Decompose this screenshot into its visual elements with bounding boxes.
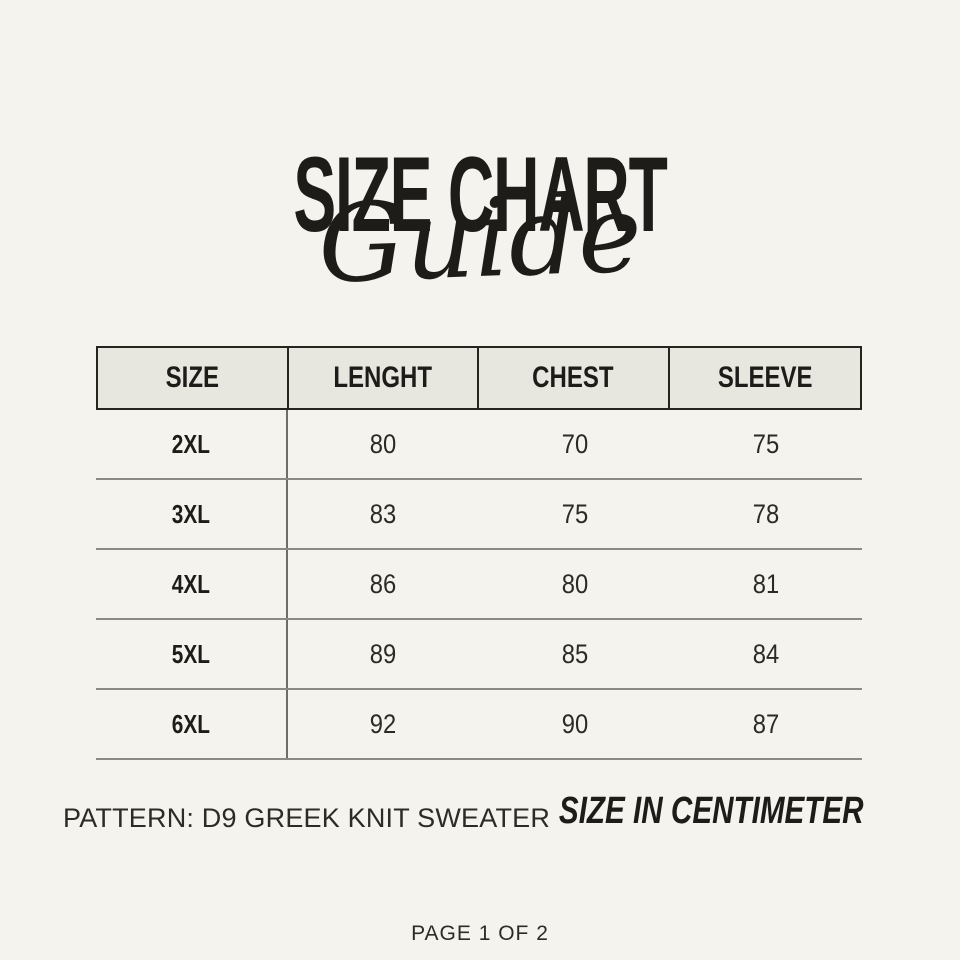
length-value: 92 [370, 708, 397, 739]
table-cell-chest: 80 [479, 550, 671, 618]
table-cell-sleeve: 81 [671, 550, 863, 618]
table-cell-size: 5XL [96, 620, 288, 688]
unit-note: SIZE IN CENTIMETER [559, 790, 864, 832]
pattern-note: PATTERN: D9 GREEK KNIT SWEATER [63, 803, 551, 833]
column-header-chest: CHEST [479, 348, 670, 408]
chest-value: 90 [561, 708, 588, 739]
table-cell-chest: 75 [479, 480, 671, 548]
column-header-length: LENGHT [289, 348, 479, 408]
table-header-row: SIZE LENGHT CHEST SLEEVE [96, 346, 862, 410]
table-cell-chest: 85 [479, 620, 671, 688]
table-cell-size: 4XL [96, 550, 288, 618]
sleeve-value: 81 [753, 568, 780, 599]
column-header-chest-label: CHEST [532, 361, 614, 394]
size-label: 6XL [171, 708, 210, 739]
column-header-sleeve-label: SLEEVE [717, 361, 813, 394]
table-cell-length: 92 [288, 690, 480, 758]
page-title-text: SIZE CHART [293, 134, 667, 254]
size-label: 3XL [171, 498, 210, 529]
sleeve-value: 84 [753, 638, 780, 669]
table-row-5xl: 5XL 89 85 84 [96, 620, 862, 690]
length-value: 86 [370, 568, 397, 599]
table-cell-length: 89 [288, 620, 480, 688]
chest-value: 70 [561, 428, 588, 459]
table-cell-sleeve: 75 [671, 410, 863, 478]
size-table: SIZE LENGHT CHEST SLEEVE 2XL 80 70 75 3X… [96, 346, 862, 760]
column-header-size: SIZE [98, 348, 289, 408]
length-value: 80 [370, 428, 397, 459]
size-label: 5XL [171, 638, 210, 669]
chest-value: 80 [561, 568, 588, 599]
table-cell-chest: 70 [479, 410, 671, 478]
size-label: 4XL [171, 568, 210, 599]
table-cell-size: 3XL [96, 480, 288, 548]
sleeve-value: 87 [753, 708, 780, 739]
sleeve-value: 78 [753, 498, 780, 529]
page-indicator: PAGE 1 OF 2 [411, 922, 549, 945]
length-value: 83 [370, 498, 397, 529]
table-row-4xl: 4XL 86 80 81 [96, 550, 862, 620]
table-cell-size: 6XL [96, 690, 288, 758]
table-row-6xl: 6XL 92 90 87 [96, 690, 862, 760]
length-value: 89 [370, 638, 397, 669]
table-row-2xl: 2XL 80 70 75 [96, 410, 862, 480]
table-body: 2XL 80 70 75 3XL 83 75 78 4XL 86 80 81 5… [96, 410, 862, 760]
size-label: 2XL [171, 428, 210, 459]
table-cell-length: 83 [288, 480, 480, 548]
table-cell-length: 80 [288, 410, 480, 478]
chest-value: 75 [561, 498, 588, 529]
chest-value: 85 [561, 638, 588, 669]
table-cell-chest: 90 [479, 690, 671, 758]
column-header-size-label: SIZE [165, 361, 219, 394]
column-header-length-label: LENGHT [333, 361, 433, 394]
table-cell-length: 86 [288, 550, 480, 618]
table-row-3xl: 3XL 83 75 78 [96, 480, 862, 550]
column-header-sleeve: SLEEVE [670, 348, 861, 408]
table-cell-sleeve: 87 [671, 690, 863, 758]
table-cell-sleeve: 84 [671, 620, 863, 688]
table-cell-size: 2XL [96, 410, 288, 478]
sleeve-value: 75 [753, 428, 780, 459]
table-cell-sleeve: 78 [671, 480, 863, 548]
page-title: SIZE CHART [0, 141, 960, 248]
